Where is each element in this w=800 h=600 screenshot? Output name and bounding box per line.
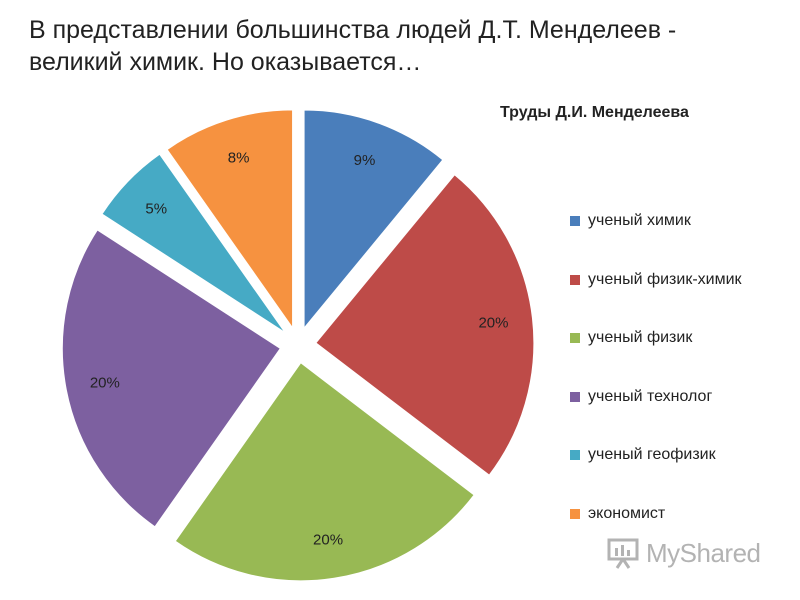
pie-slice-2 — [315, 174, 535, 476]
legend-swatch — [570, 450, 580, 460]
slide-headline: В представлении большинства людей Д.Т. М… — [29, 14, 769, 78]
slice-label-1: 9% — [354, 152, 376, 169]
watermark-text: MyShared — [646, 537, 761, 568]
legend-label: ученый физик-химик — [588, 270, 742, 288]
pie-slice-3 — [174, 362, 475, 582]
legend-item-1: ученый химик — [570, 209, 742, 233]
legend-swatch — [570, 216, 580, 226]
pie-slice-5 — [101, 153, 286, 333]
legend-item-2: ученый физик-химик — [570, 268, 742, 292]
pie-slice-6 — [166, 109, 294, 330]
chart-legend: ученый химик ученый физик-химик ученый физ… — [570, 209, 742, 560]
headline-line-1: В представлении большинства людей Д.Т. М… — [29, 16, 677, 44]
chart-title: Труды Д.И. Менделеева — [500, 104, 689, 121]
pie-slice-1 — [303, 109, 444, 330]
headline-line-2: великий химик. Но оказывается… — [29, 48, 422, 76]
slice-label-3: 20% — [313, 531, 343, 548]
legend-item-6: экономист — [570, 502, 742, 526]
legend-swatch — [570, 508, 580, 519]
legend-item-3: ученый физик — [570, 326, 742, 350]
legend-label: ученый геофизик — [588, 446, 716, 463]
slice-label-5: 5% — [145, 201, 167, 218]
legend-swatch — [570, 333, 580, 343]
pie-slice-4 — [61, 229, 282, 528]
legend-label: ученый технолог — [588, 387, 713, 405]
slice-label-4: 20% — [90, 374, 120, 391]
legend-item-4: ученый технолог — [570, 385, 742, 409]
presentation-board-icon — [607, 538, 639, 569]
legend-label: ученый химик — [588, 212, 691, 229]
legend-swatch — [570, 391, 580, 402]
watermark: MyShared — [606, 536, 761, 570]
legend-swatch — [570, 274, 580, 285]
legend-item-5: ученый геофизик — [570, 443, 742, 467]
legend-label: экономист — [588, 504, 666, 522]
legend-label: ученый физик — [588, 329, 693, 346]
slice-label-2: 20% — [478, 314, 508, 331]
slice-label-6: 8% — [228, 149, 250, 166]
